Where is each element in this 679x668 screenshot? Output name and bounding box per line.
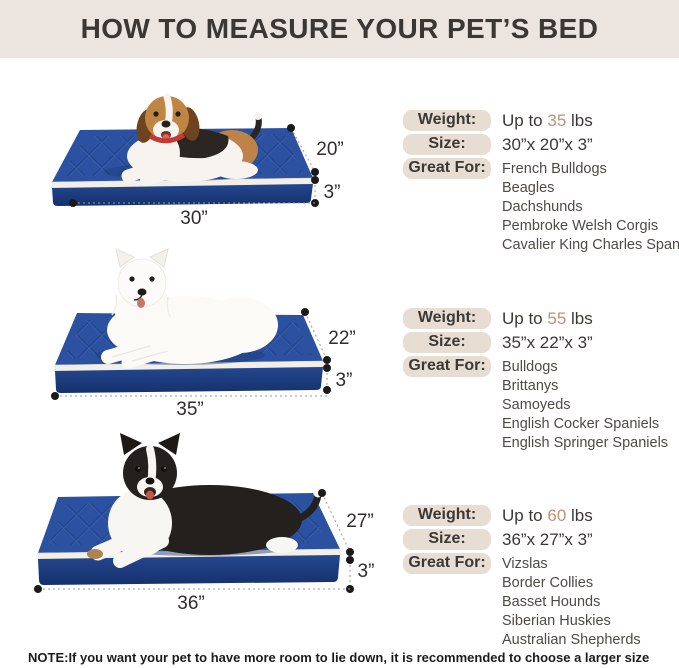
weight-value: Up to 60 lbs — [502, 505, 593, 526]
breed-list: Vizslas Border Collies Basset Hounds Sib… — [502, 553, 641, 650]
dim-depth-label: 20” — [316, 139, 343, 160]
dimension-lines-medium: 22” 3” 35” — [51, 308, 356, 420]
dim-depth-label: 22” — [328, 328, 355, 349]
collie-ear — [120, 433, 142, 455]
size-value: 35”x 22”x 3” — [502, 333, 593, 352]
page-title: HOW TO MEASURE YOUR PET’S BED — [80, 13, 599, 44]
weight-label-pill: Weight: — [403, 505, 491, 526]
size-label-pill: Size: — [403, 529, 491, 550]
great-for-label-pill: Great For: — [403, 553, 491, 574]
border-collie-illustration — [87, 433, 323, 568]
breed-item: Cavalier King Charles Spaniels — [502, 237, 679, 253]
beagle-illustration — [121, 93, 262, 186]
breed-item: Samoyeds — [502, 397, 571, 413]
dim-width-label: 30” — [180, 208, 207, 228]
bed-illustration-medium: 22” 3” 35” — [51, 248, 356, 420]
dimension-lines-large: 27” 3” 36” — [34, 489, 374, 614]
bed-illustration-small: 20” 3” 30” — [51, 93, 344, 228]
info-panel-small: Weight: Up to 35 lbs Size: 30”x 20”x 3” … — [403, 110, 679, 258]
breed-item: Brittanys — [502, 378, 559, 394]
weight-value: Up to 55 lbs — [502, 308, 593, 329]
weight-value: Up to 35 lbs — [502, 110, 593, 131]
great-for-label-pill: Great For: — [403, 158, 491, 179]
breed-item: Vizslas — [502, 556, 548, 572]
weight-prefix: Up to — [502, 506, 543, 525]
dim-width-label: 35” — [176, 399, 203, 420]
weight-prefix: Up to — [502, 309, 543, 328]
breed-item: Dachshunds — [502, 199, 583, 215]
great-for-label-pill: Great For: — [403, 356, 491, 377]
breed-item: Australian Shepherds — [502, 632, 641, 648]
header-band: HOW TO MEASURE YOUR PET’S BED — [0, 0, 679, 58]
breed-item: Siberian Huskies — [502, 613, 611, 629]
weight-number: 55 — [547, 309, 567, 328]
bed-front-face — [55, 367, 323, 393]
weight-label-pill: Weight: — [403, 110, 491, 131]
breed-item: Beagles — [502, 180, 555, 196]
beagle-collar — [148, 132, 186, 144]
breed-list: French Bulldogs Beagles Dachshunds Pembr… — [502, 158, 679, 255]
dim-depth-label: 27” — [346, 511, 373, 532]
size-label-pill: Size: — [403, 134, 491, 155]
size-label-pill: Size: — [403, 332, 491, 353]
dim-height-label: 3” — [358, 561, 375, 582]
breed-item: Bulldogs — [502, 359, 558, 375]
bottom-note: NOTE:If you want your pet to have more r… — [28, 650, 650, 665]
bed-front-face — [38, 555, 340, 585]
dimension-lines-small: 20” 3” 30” — [69, 124, 344, 228]
weight-unit: lbs — [571, 111, 593, 130]
size-value: 30”x 20”x 3” — [502, 135, 593, 154]
breed-list: Bulldogs Brittanys Samoyeds English Cock… — [502, 356, 668, 453]
samoyed-ear — [115, 248, 136, 268]
weight-number: 60 — [547, 506, 567, 525]
breed-item: Basset Hounds — [502, 594, 601, 610]
bed-front-face — [52, 184, 313, 206]
weight-unit: lbs — [571, 309, 593, 328]
breed-item: English Springer Spaniels — [502, 435, 669, 451]
dim-height-label: 3” — [324, 182, 341, 203]
samoyed-illustration — [101, 248, 278, 369]
weight-number: 35 — [547, 111, 567, 130]
breed-item: English Cocker Spaniels — [502, 416, 660, 432]
breed-item: Border Collies — [502, 575, 594, 591]
collie-ear — [158, 433, 180, 455]
bed-illustration-large: 27” 3” 36” — [34, 433, 374, 614]
info-panel-medium: Weight: Up to 55 lbs Size: 35”x 22”x 3” … — [403, 308, 677, 456]
weight-label-pill: Weight: — [403, 308, 491, 329]
samoyed-ear — [148, 248, 169, 268]
info-panel-large: Weight: Up to 60 lbs Size: 36”x 27”x 3” … — [403, 505, 677, 653]
breed-item: Pembroke Welsh Corgis — [502, 218, 659, 234]
weight-unit: lbs — [571, 506, 593, 525]
breed-item: French Bulldogs — [502, 161, 607, 177]
size-value: 36”x 27”x 3” — [502, 530, 593, 549]
dim-height-label: 3” — [336, 370, 353, 391]
dim-width-label: 36” — [177, 593, 204, 614]
weight-prefix: Up to — [502, 111, 543, 130]
